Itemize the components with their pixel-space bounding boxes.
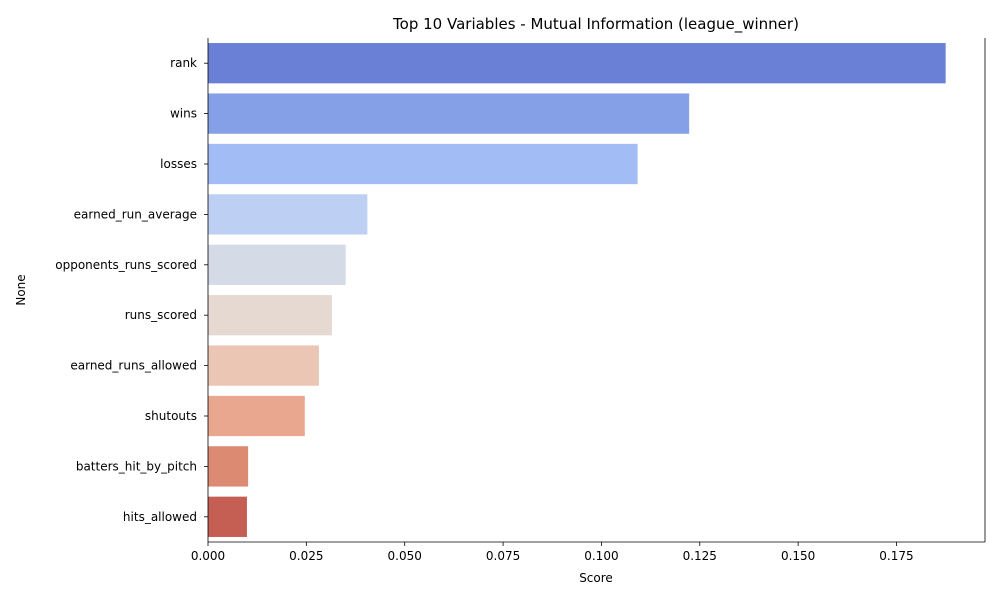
y-tick-label: wins	[170, 107, 197, 121]
y-tick-label: opponents_runs_scored	[55, 258, 197, 272]
x-tick-label: 0.125	[683, 549, 717, 563]
y-tick-label: batters_hit_by_pitch	[76, 459, 197, 473]
x-tick-label: 0.175	[879, 549, 913, 563]
bar-opponents-runs-scored	[208, 244, 346, 285]
y-tick-label: losses	[160, 157, 197, 171]
y-tick-label: rank	[170, 56, 197, 70]
x-tick-label: 0.075	[486, 549, 520, 563]
y-axis-ticks: rank wins losses earned_run_average opponent…	[55, 56, 208, 524]
x-axis-label: Score	[579, 571, 613, 585]
bar-rank	[208, 43, 946, 84]
bar-earned-run-average	[208, 194, 368, 235]
bar-losses	[208, 143, 638, 185]
y-tick-label: shutouts	[145, 409, 197, 423]
x-tick-label: 0.025	[289, 549, 323, 563]
bars-layer	[208, 43, 946, 537]
x-tick-label: 0.150	[781, 549, 815, 563]
bar-shutouts	[208, 395, 305, 437]
y-tick-label: earned_runs_allowed	[70, 359, 197, 373]
x-tick-label: 0.000	[191, 549, 225, 563]
bar-batters-hit-by-pitch	[208, 446, 249, 487]
y-tick-label: runs_scored	[125, 308, 197, 322]
bar-wins	[208, 93, 690, 134]
axis-spines	[207, 38, 986, 543]
bar-earned-runs-allowed	[208, 345, 319, 386]
bar-hits-allowed	[208, 496, 247, 537]
bar-runs-scored	[208, 295, 332, 336]
x-axis-ticks: 0.000 0.025 0.050 0.075 0.100 0.125 0.150 0.175	[191, 542, 914, 563]
x-tick-label: 0.050	[388, 549, 422, 563]
x-tick-label: 0.100	[584, 549, 618, 563]
chart-title: Top 10 Variables - Mutual Information (l…	[392, 15, 799, 34]
y-axis-label: None	[14, 274, 28, 305]
y-tick-label: hits_allowed	[123, 510, 197, 524]
y-tick-label: earned_run_average	[74, 207, 197, 221]
